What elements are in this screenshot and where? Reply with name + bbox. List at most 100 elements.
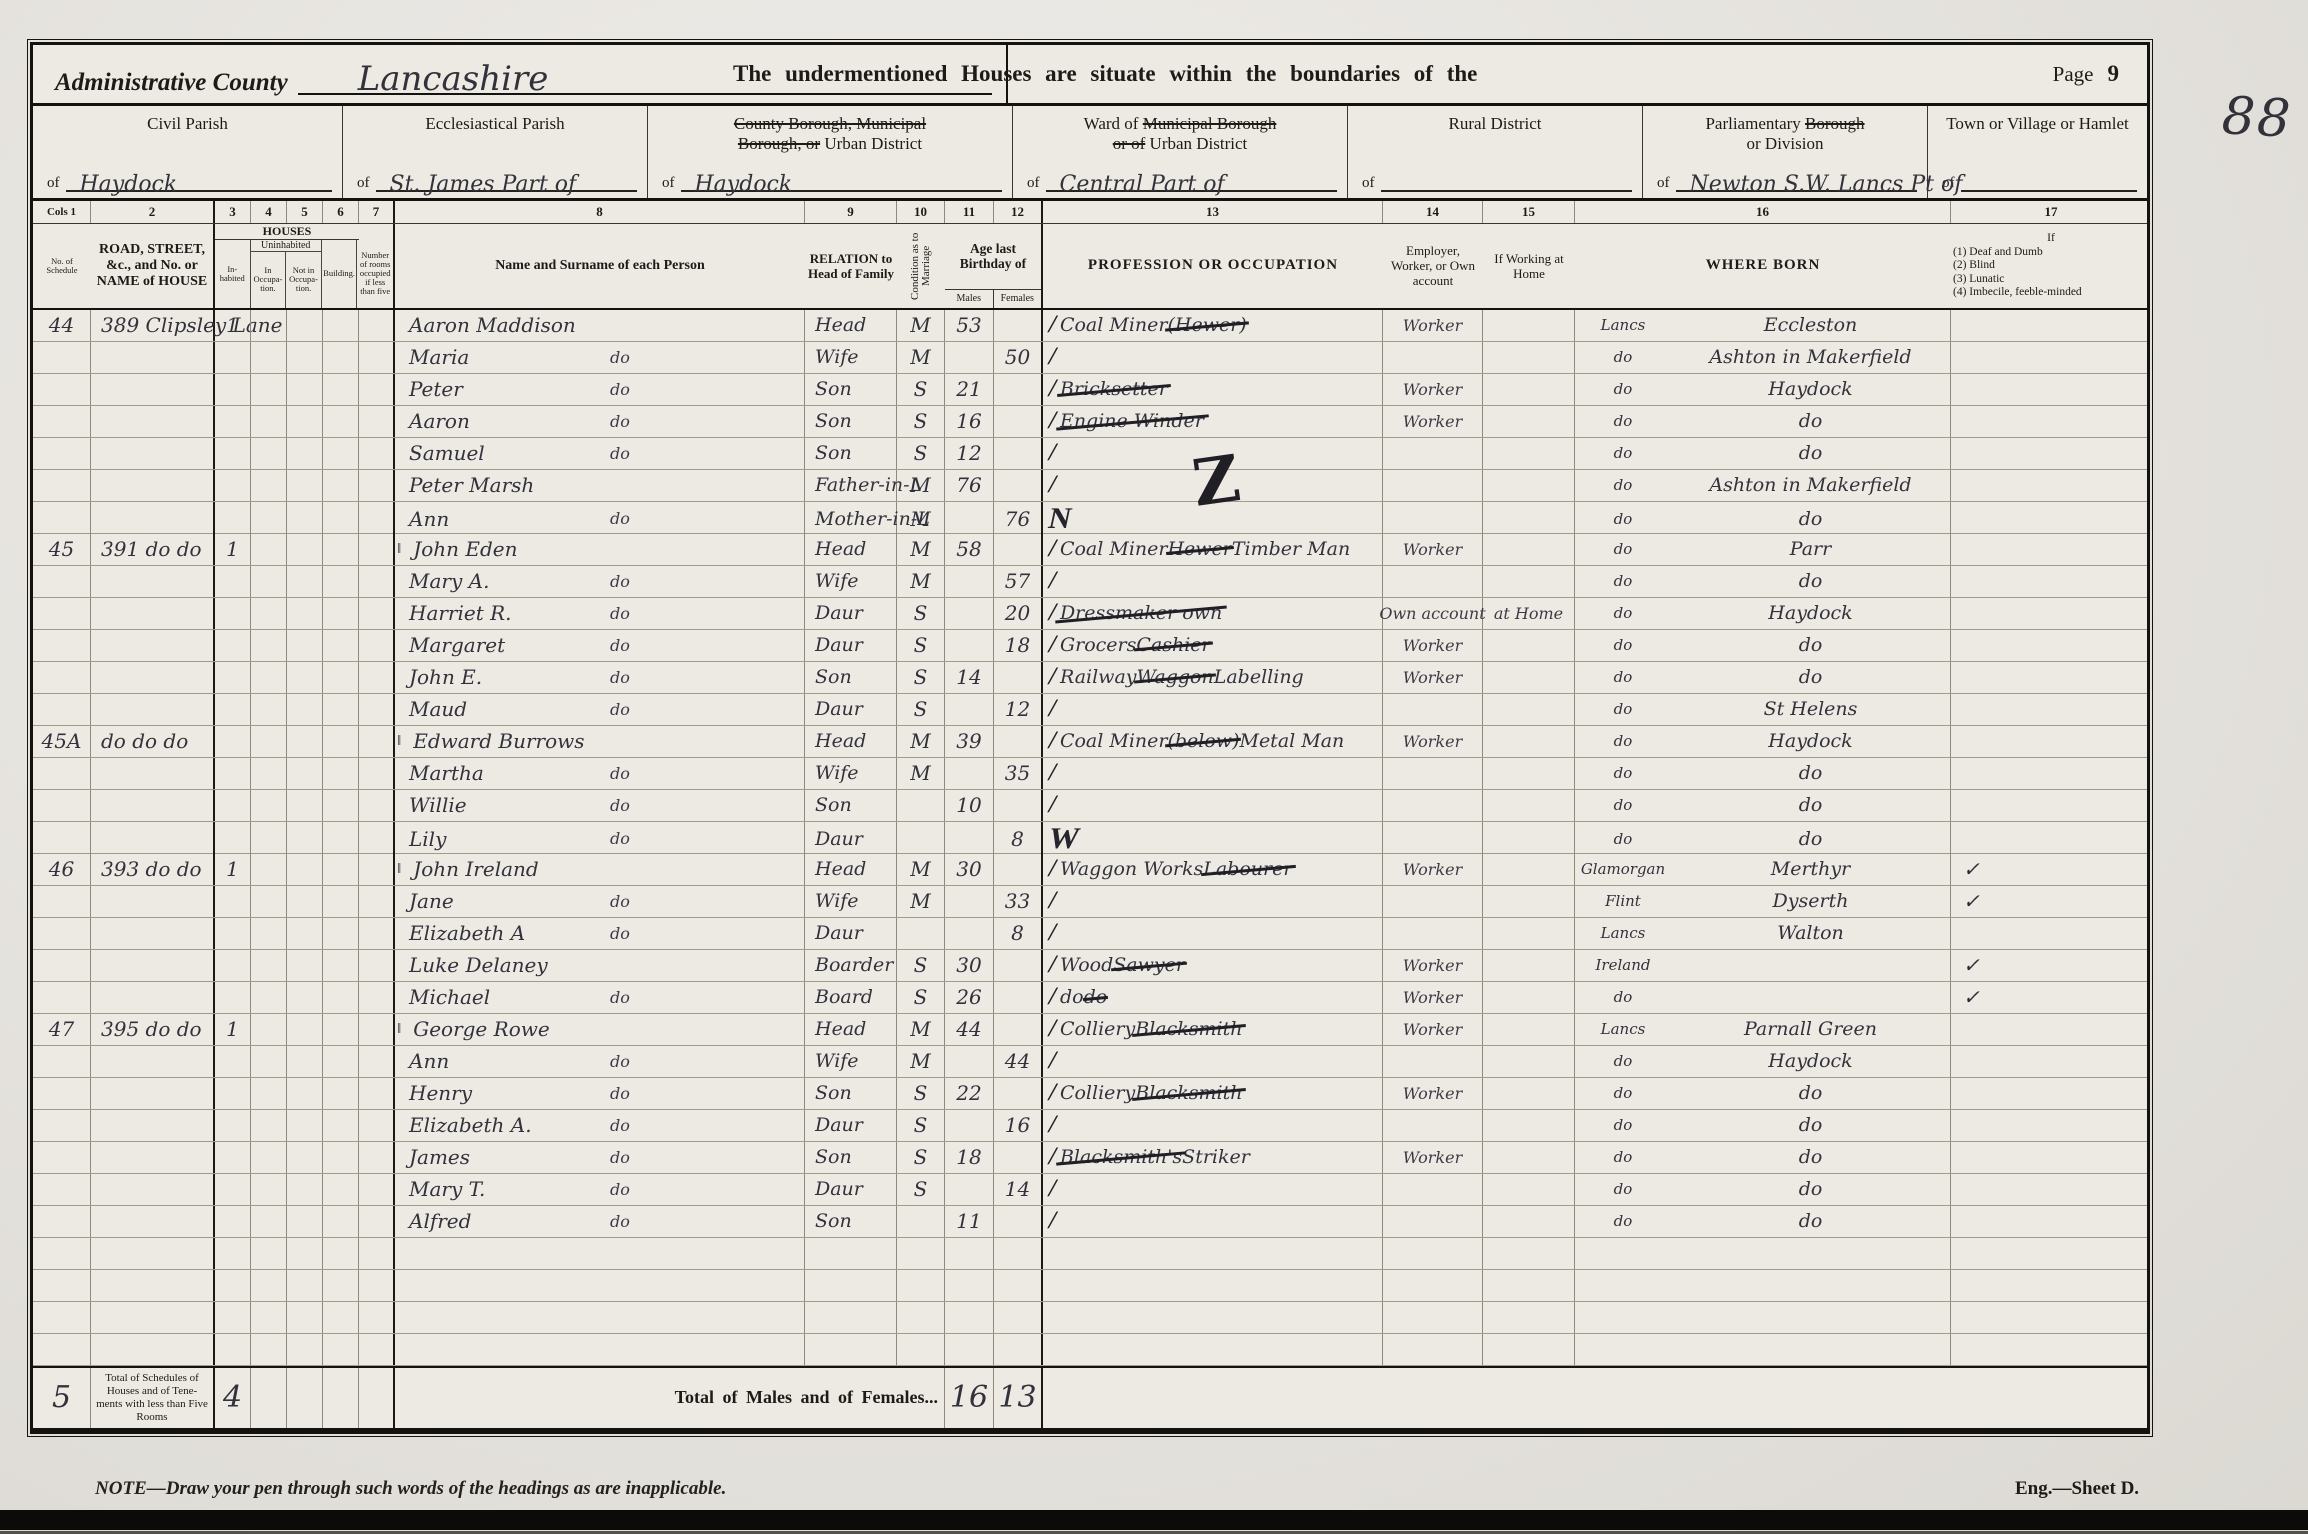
cell-condition: S	[897, 373, 945, 405]
cell-age-females: 57	[994, 565, 1043, 597]
cell-inhabited	[215, 1205, 251, 1237]
cell-at-home	[1483, 501, 1575, 536]
administrative-county-box: Administrative County Lancashire	[33, 45, 1008, 104]
header-rooms: Number of rooms occupied if less than fi…	[359, 250, 391, 297]
cell-where-born: do do	[1575, 565, 1951, 597]
cell-rooms	[359, 1269, 395, 1301]
cell-name: Lily do	[395, 821, 805, 856]
cell-name: Maud do	[395, 693, 805, 725]
cell-where-born: Glamorgan Merthyr	[1575, 853, 1951, 885]
cell-employer: Worker	[1383, 1013, 1483, 1045]
cell-uninhabited-in-occupation	[251, 533, 287, 565]
cell-condition	[897, 1237, 945, 1269]
cell-street	[91, 693, 215, 725]
column-number: 10	[897, 201, 945, 223]
cell-infirmity: ✓	[1951, 886, 2151, 917]
district-title: Parliamentary Borough or Division	[1705, 114, 1865, 154]
cell-uninhabited-in-occupation	[251, 789, 287, 821]
cell-building	[323, 981, 359, 1013]
cell-where-born: do do	[1575, 437, 1951, 469]
cell-uninhabited-not-in-occupation	[287, 661, 323, 693]
cell-condition	[897, 1301, 945, 1333]
cell-street	[91, 1205, 215, 1237]
cell-schedule	[33, 981, 91, 1013]
cell-name: Willie do	[395, 789, 805, 821]
cell-condition	[897, 821, 945, 856]
cell-rooms	[359, 341, 395, 373]
table-row: Samuel do Son S 12 / do do	[33, 437, 2147, 470]
table-row: Peter do Son S 21/Bricksetter Worker do Haydock	[33, 373, 2147, 406]
cell-age-males: 30	[945, 949, 994, 981]
table-row: Luke Delaney Boarder S 30/Wood Sawyer Worker…	[33, 949, 2147, 982]
header-age: Age last Birthday of	[959, 241, 1027, 272]
cell-age-males: 10	[945, 789, 994, 821]
tally-mark: /	[1046, 919, 1059, 947]
cell-where-born: do Ashton in Makerfield	[1575, 341, 1951, 373]
cell-where-born: do Ashton in Makerfield	[1575, 469, 1951, 501]
cell-occupation: / Colliery Blacksmith	[1043, 1077, 1383, 1109]
cell-where-born: do do	[1575, 789, 1951, 821]
cell-infirmity: ✓	[1951, 854, 2151, 885]
tally-mark: /	[1046, 1207, 1059, 1235]
tally-mark: /	[1046, 727, 1059, 755]
cell-age-males: 11	[945, 1205, 994, 1237]
cell-name: ‖ Edward Burrows	[395, 725, 805, 757]
cell-relation: Board	[805, 981, 897, 1013]
tally-mark: /	[1046, 855, 1059, 883]
cell-relation: Son	[805, 405, 897, 437]
cell-rooms	[359, 789, 395, 821]
cell-inhabited: 1	[215, 309, 251, 341]
cell-at-home	[1483, 1109, 1575, 1141]
cell-age-males	[945, 1237, 994, 1269]
cell-at-home	[1483, 1173, 1575, 1205]
cell-at-home	[1483, 1013, 1575, 1045]
cell-where-born: Flint Dyserth	[1575, 885, 1951, 917]
cell-uninhabited-not-in-occupation	[287, 1045, 323, 1077]
cell-building	[323, 917, 359, 949]
cell-name: Maria do	[395, 341, 805, 373]
cell-name: Ann do	[395, 501, 805, 536]
tally-mark: /	[1046, 1079, 1059, 1107]
cell-employer	[1383, 469, 1483, 501]
cell-age-males	[945, 917, 994, 949]
cell-name: Peter do	[395, 373, 805, 405]
cell-rooms	[359, 373, 395, 405]
cell-condition: M	[897, 565, 945, 597]
cell-schedule	[33, 405, 91, 437]
column-number: 12	[994, 201, 1043, 223]
cell-street	[91, 661, 215, 693]
cell-occupation: / Coal Miner (below) Metal Man	[1043, 725, 1383, 757]
table-row: Peter Marsh Father-in-L M 76/Z do Ashton in M…	[33, 441, 2147, 522]
cell-uninhabited-not-in-occupation	[287, 949, 323, 981]
top-band: Administrative County Lancashire The und…	[33, 45, 2147, 107]
cell-uninhabited-in-occupation	[251, 1205, 287, 1237]
cell-uninhabited-in-occupation	[251, 341, 287, 373]
cell-inhabited	[215, 917, 251, 949]
cell-street	[91, 789, 215, 821]
cell-uninhabited-not-in-occupation	[287, 309, 323, 341]
cell-name: Alfred do	[395, 1205, 805, 1237]
header-condition: Condition as to Marriage	[909, 232, 932, 300]
cell-uninhabited-not-in-occupation	[287, 789, 323, 821]
cell-age-males: 21	[945, 373, 994, 405]
cell-where-born: Ireland	[1575, 949, 1951, 981]
cell-age-males: 12	[945, 437, 994, 469]
cell-occupation	[1043, 1237, 1383, 1269]
column-number: 5	[287, 201, 323, 223]
cell-condition	[897, 917, 945, 949]
cell-employer	[1383, 789, 1483, 821]
cell-age-males	[945, 629, 994, 661]
cell-rooms	[359, 1077, 395, 1109]
header-street: ROAD, STREET, &c., and No. or NAME of HO…	[91, 223, 215, 308]
cell-street	[91, 1141, 215, 1173]
totals-males-females-label: Total of Males and of Females...	[395, 1367, 945, 1429]
tally-mark: /	[1046, 343, 1059, 371]
cell-age-males: 76	[945, 469, 994, 501]
cell-schedule	[33, 789, 91, 821]
cell-inhabited	[215, 1301, 251, 1333]
cell-at-home	[1483, 981, 1575, 1013]
cell-name: Mary T. do	[395, 1173, 805, 1205]
